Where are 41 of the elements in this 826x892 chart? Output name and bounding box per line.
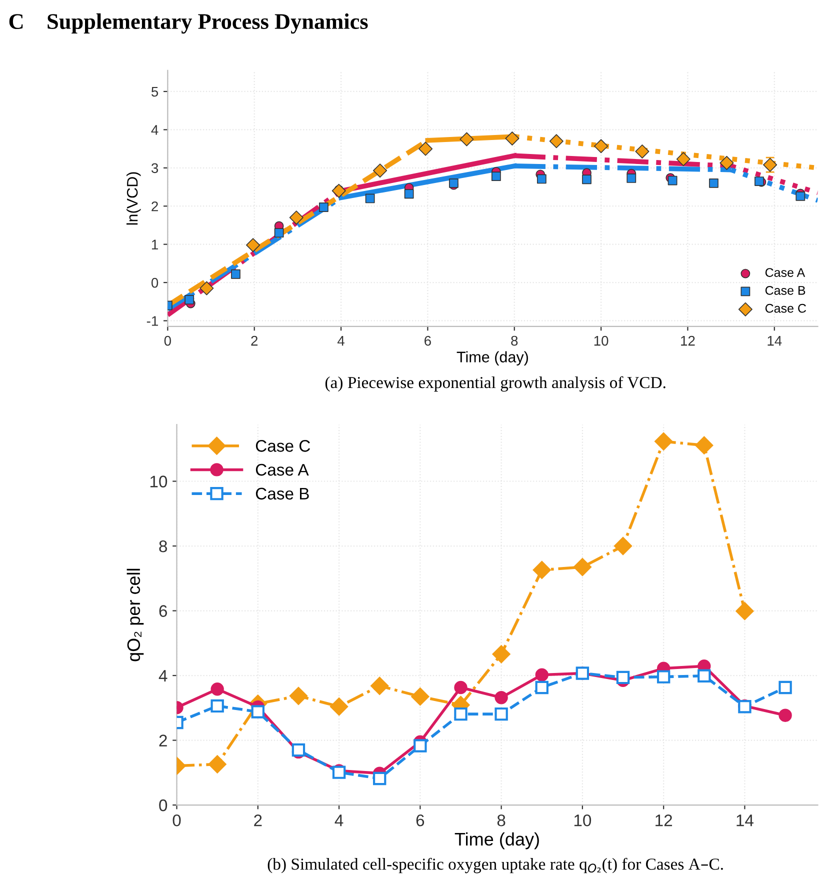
x-tick-label: 4 — [334, 814, 344, 826]
legend-label: Case B — [256, 488, 309, 500]
y-tick-label: 6 — [159, 605, 168, 617]
chart-title: C Supplementary Process Dynamics — [9, 13, 368, 34]
x-tick-label: 6 — [416, 814, 424, 826]
y-tick-label: 1 — [152, 240, 158, 250]
y-tick-label: 4 — [158, 670, 168, 682]
x-tick-label: 14 — [736, 814, 754, 826]
x-tick-label: 12 — [656, 814, 672, 826]
text: (a) Piecewise exponential growth analysis of VCD. — [325, 376, 666, 392]
y-tick-label: 0 — [151, 278, 158, 288]
y-tick-label: 2 — [152, 201, 158, 212]
x-tick-label: 4 — [337, 336, 344, 346]
legend-label: Case A — [256, 464, 309, 476]
legend-label: Case C — [256, 440, 310, 452]
x-tick-label: 0 — [172, 814, 181, 826]
y-tick-label: 2 — [159, 734, 167, 746]
y-tick-label: 5 — [151, 86, 158, 97]
legend-label: Case B — [765, 286, 806, 295]
x-axis-title: Time (day) — [456, 351, 528, 366]
x-tick-label: 14 — [768, 336, 782, 346]
legend-label: Case A — [765, 268, 806, 277]
legend-label: Case C — [765, 304, 806, 313]
x-tick-label: 8 — [497, 814, 506, 826]
y-tick-label: 3 — [151, 163, 158, 174]
x-tick-label: 6 — [424, 336, 431, 346]
x-tick-label: 10 — [574, 814, 592, 826]
x-tick-label: 8 — [511, 336, 518, 346]
y-tick-label: -1 — [146, 316, 158, 326]
y-axis-title: ln(VCD) — [126, 172, 141, 225]
text: (b) Simulated cell-specific oxygen uptake rate q$_{O₂}$(t) for Cases A–C. — [268, 858, 723, 874]
y-axis-title: qO₂ per cell — [126, 568, 144, 662]
y-tick-label: 4 — [151, 125, 158, 135]
x-tick-label: 12 — [681, 336, 695, 346]
y-tick-label: 0 — [159, 799, 168, 812]
x-tick-label: 2 — [251, 336, 258, 346]
y-tick-label: 10 — [150, 476, 168, 488]
x-axis-title: Time (day) — [454, 832, 539, 850]
y-tick-label: 8 — [159, 540, 168, 552]
x-tick-label: 10 — [594, 336, 608, 346]
x-tick-label: 2 — [254, 814, 262, 826]
